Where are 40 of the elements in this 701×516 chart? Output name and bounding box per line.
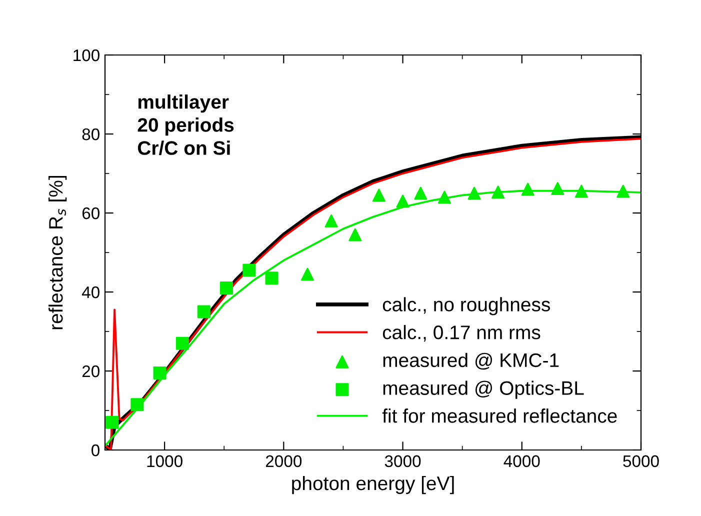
y-tick-label: 20 — [82, 365, 100, 378]
legend-label: fit for measured reflectance — [382, 408, 617, 423]
point — [300, 268, 314, 281]
point — [324, 214, 338, 228]
annotation: multilayer 20 periods Cr/C on Si — [138, 94, 234, 156]
x-tick-label: 3000 — [384, 455, 421, 468]
point — [438, 190, 451, 204]
y-tick-label: 100 — [74, 49, 100, 62]
point — [242, 264, 256, 277]
point — [396, 194, 410, 208]
point — [265, 272, 278, 285]
point — [197, 305, 210, 318]
y-tick-label: 40 — [82, 286, 100, 298]
legend-label: measured @ Optics-BL — [383, 380, 584, 399]
x-axis-title: photon energy [eV] — [292, 476, 454, 494]
x-tick-label: 4000 — [504, 455, 540, 468]
point — [220, 282, 233, 295]
legend-label: measured @ KMC-1 — [383, 352, 559, 370]
legend-label: calc., 0.17 nm rms — [382, 324, 540, 342]
point — [130, 398, 144, 412]
point — [551, 182, 564, 196]
y-axis-title: reflectance R$_{s}$ [%] — [48, 176, 67, 330]
point — [492, 186, 505, 199]
point — [521, 182, 534, 196]
y-tick-label: 0 — [92, 444, 100, 456]
point — [616, 184, 630, 198]
point — [372, 188, 386, 202]
y-tick-label: 60 — [82, 207, 100, 220]
point — [414, 186, 428, 200]
point — [153, 366, 166, 380]
point — [348, 228, 362, 242]
legend-label: calc., no roughness — [382, 297, 550, 316]
y-tick-label: 80 — [82, 128, 100, 140]
point — [176, 336, 189, 350]
point — [106, 416, 119, 429]
x-tick-label: 5000 — [623, 455, 659, 468]
x-tick-label: 1000 — [147, 455, 182, 468]
x-tick-label: 2000 — [266, 455, 302, 468]
point — [574, 184, 588, 198]
point — [468, 186, 481, 200]
